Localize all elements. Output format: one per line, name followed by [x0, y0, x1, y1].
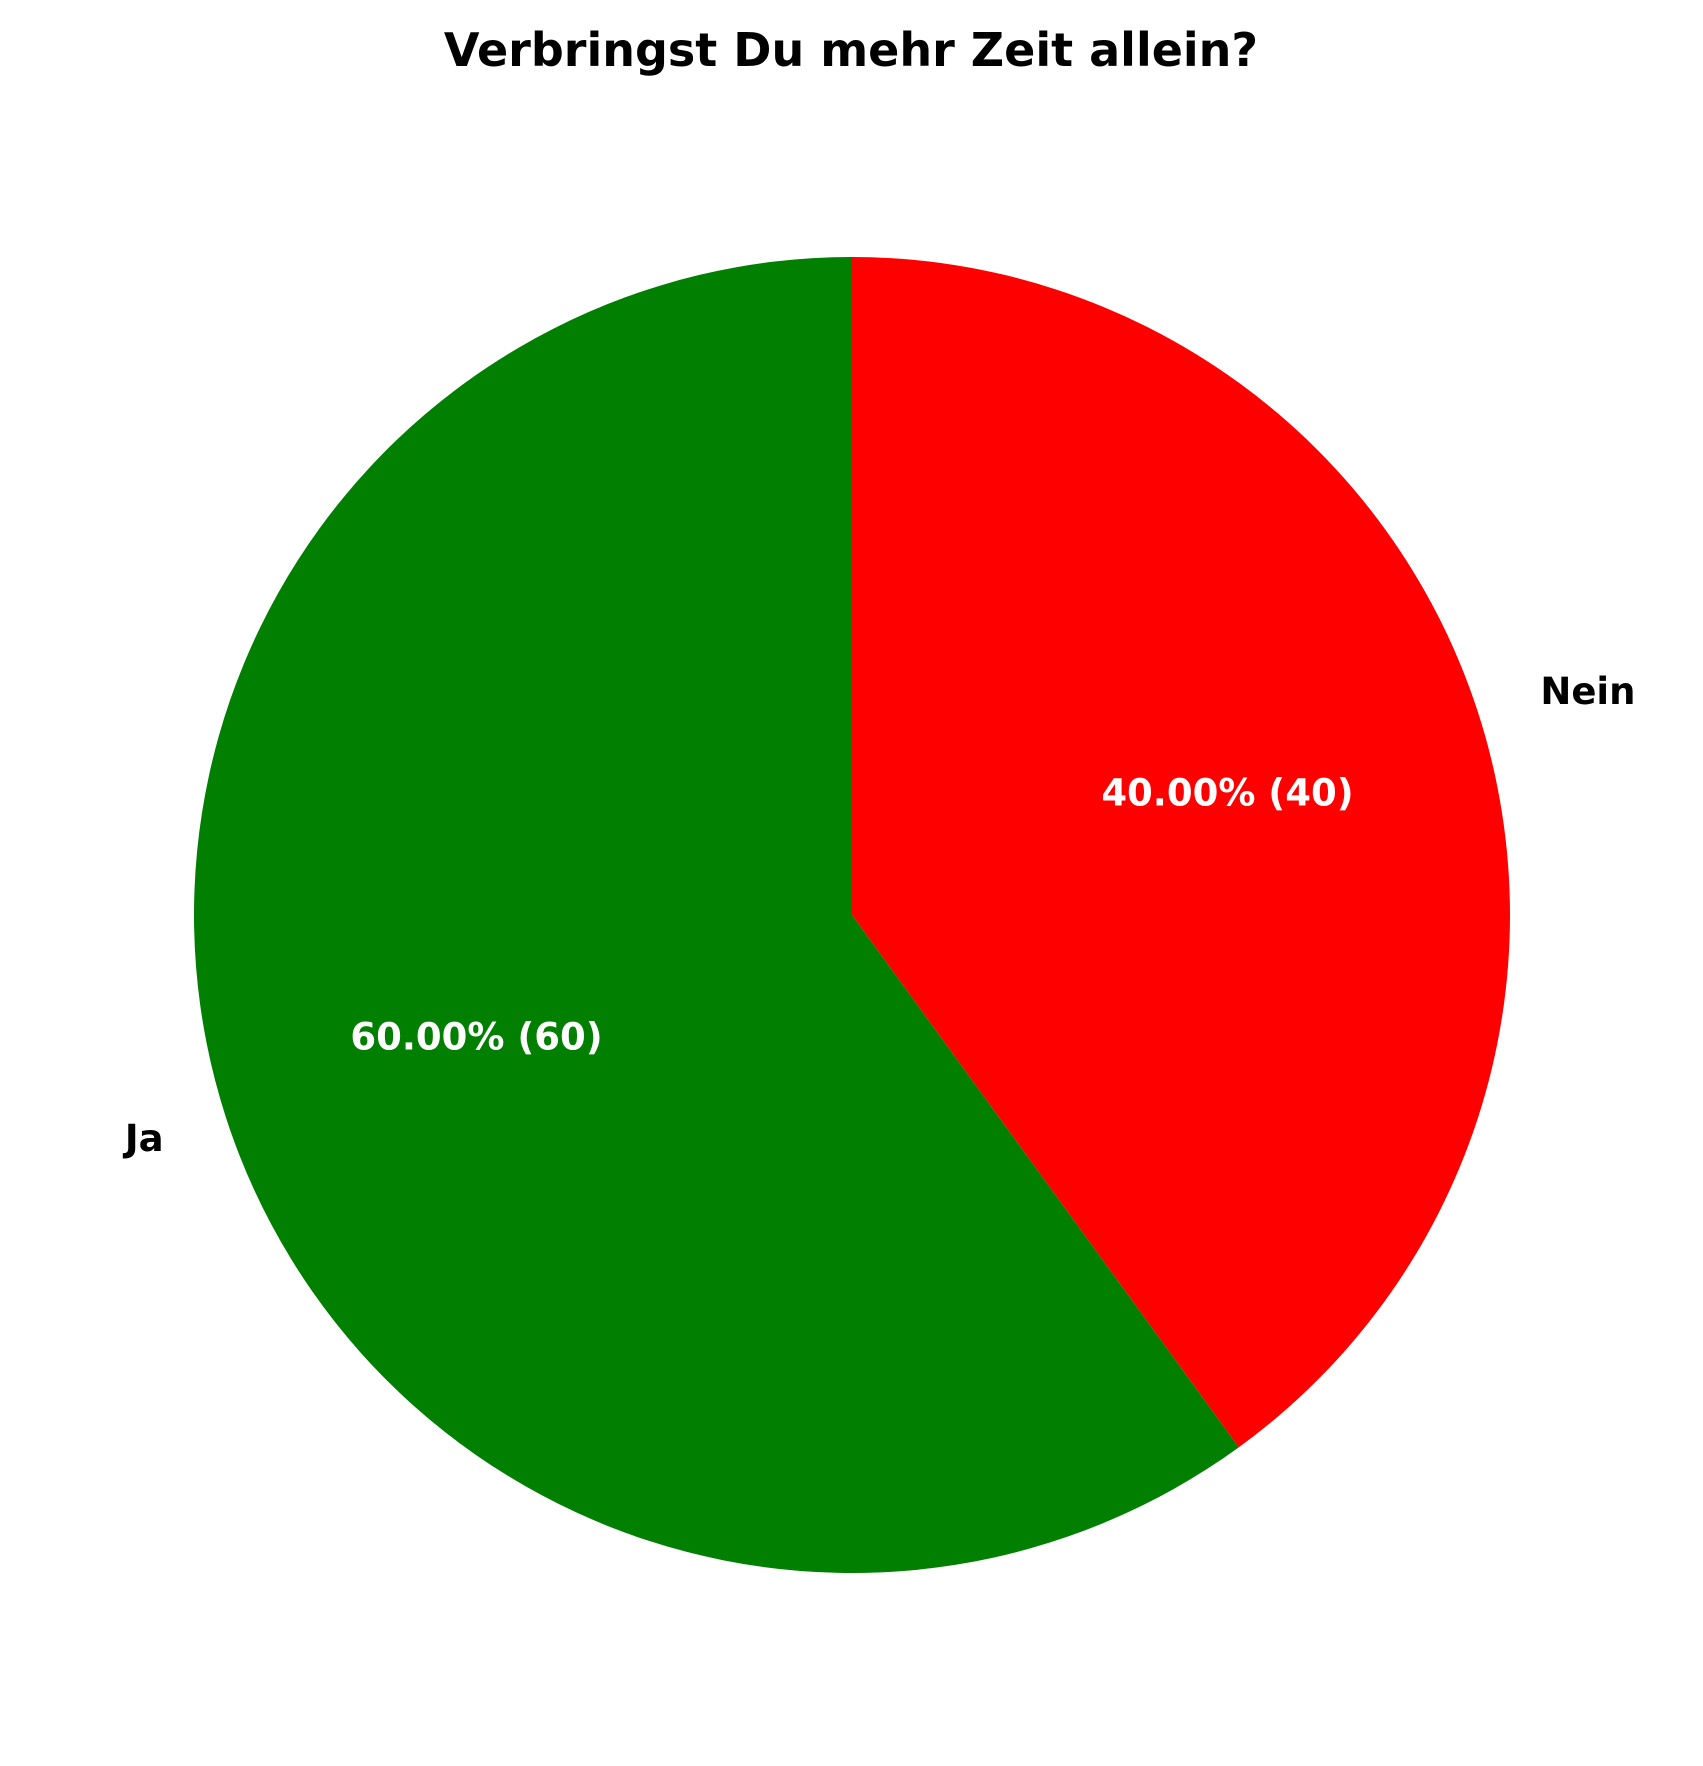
pie-slice-nein	[852, 257, 1510, 1448]
pie-category-label-ja: Ja	[122, 1117, 164, 1160]
chart-title: Verbringst Du mehr Zeit allein?	[444, 23, 1258, 77]
pie-category-label-nein: Nein	[1540, 670, 1635, 713]
pie-percent-label-ja: 60.00% (60)	[350, 1015, 602, 1058]
pie-slices	[193, 257, 1510, 1573]
pie-percent-label-nein: 40.00% (40)	[1101, 772, 1353, 815]
pie-labels: 40.00% (40) Nein 60.00% (60) Ja	[122, 670, 1636, 1160]
pie-slice-ja	[193, 257, 1239, 1573]
